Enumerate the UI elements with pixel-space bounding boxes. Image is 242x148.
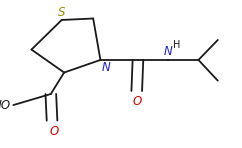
Text: O: O	[50, 125, 59, 138]
Text: S: S	[58, 5, 65, 18]
Text: HO: HO	[0, 99, 11, 112]
Text: H: H	[173, 40, 180, 50]
Text: N: N	[164, 45, 173, 58]
Text: O: O	[132, 95, 141, 108]
Text: N: N	[102, 61, 110, 74]
